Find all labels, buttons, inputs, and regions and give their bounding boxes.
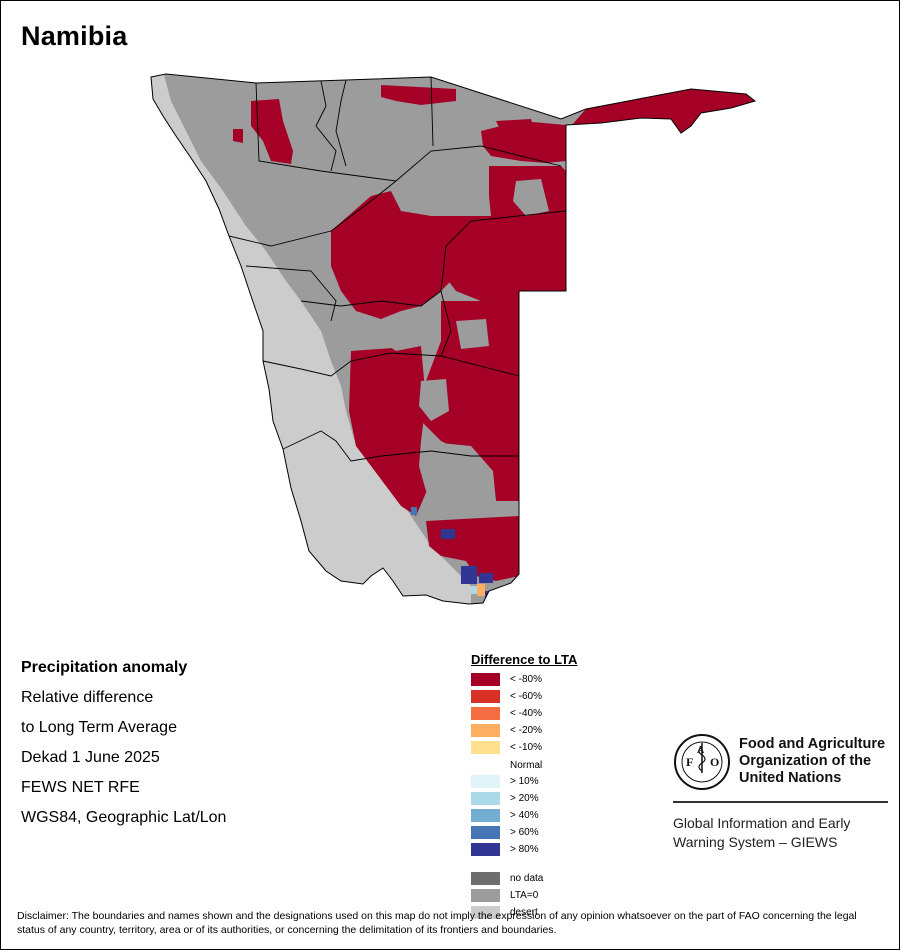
legend-label: < -20% bbox=[510, 724, 542, 736]
legend-swatch bbox=[471, 706, 500, 720]
svg-text:F: F bbox=[686, 755, 693, 769]
disclaimer: Disclaimer: The boundaries and names sho… bbox=[17, 910, 857, 936]
giews-name: Global Information and Early Warning Sys… bbox=[673, 814, 850, 852]
legend-label: LTA=0 bbox=[510, 889, 539, 901]
info-line: to Long Term Average bbox=[21, 719, 177, 736]
country-border bbox=[150, 73, 757, 605]
legend-item: < -20% bbox=[471, 723, 542, 737]
legend-item: > 60% bbox=[471, 825, 539, 839]
legend-label: < -40% bbox=[510, 707, 542, 719]
legend-swatch bbox=[471, 758, 500, 772]
map-info: Precipitation anomaly Relative differenc… bbox=[21, 657, 226, 837]
lta-zero-patches bbox=[381, 179, 549, 511]
legend-swatch bbox=[471, 888, 500, 902]
giews-line: Global Information and Early bbox=[673, 815, 851, 831]
info-line: Relative difference bbox=[21, 689, 154, 706]
legend-item: LTA=0 bbox=[471, 888, 538, 902]
legend-swatch bbox=[471, 672, 500, 686]
legend-label: no data bbox=[510, 872, 544, 884]
info-date: Dekad 1 June 2025 bbox=[21, 749, 160, 766]
legend-item: < -10% bbox=[471, 740, 542, 754]
legend-swatch bbox=[471, 842, 500, 856]
fao-logo-text: A bbox=[697, 745, 705, 756]
legend-title: Difference to LTA bbox=[471, 652, 578, 667]
divider bbox=[673, 801, 888, 803]
fao-name-line: Organization of the bbox=[739, 753, 872, 769]
fao-name-line: Food and Agriculture bbox=[739, 736, 886, 752]
legend-swatch bbox=[471, 774, 500, 788]
info-source: FEWS NET RFE bbox=[21, 779, 140, 796]
legend-item: < -60% bbox=[471, 689, 542, 703]
info-projection: WGS84, Geographic Lat/Lon bbox=[21, 809, 227, 826]
legend-swatch bbox=[471, 808, 500, 822]
legend-swatch bbox=[471, 740, 500, 754]
legend-item: desert bbox=[471, 905, 538, 919]
legend-item: Normal bbox=[471, 758, 542, 772]
fao-name-line: United Nations bbox=[739, 770, 842, 786]
legend-label: > 10% bbox=[510, 775, 539, 787]
legend-label: > 60% bbox=[510, 826, 539, 838]
legend-label: desert bbox=[510, 906, 538, 918]
fao-name: Food and Agriculture Organization of the… bbox=[739, 736, 885, 787]
fao-logo-icon: F A O bbox=[674, 734, 730, 790]
info-title: Precipitation anomaly bbox=[21, 659, 188, 676]
region-boundaries bbox=[228, 76, 567, 462]
legend-item: > 40% bbox=[471, 808, 539, 822]
legend-item: > 80% bbox=[471, 842, 539, 856]
legend-label: > 40% bbox=[510, 809, 539, 821]
legend-swatch bbox=[471, 905, 500, 919]
legend-item: > 20% bbox=[471, 791, 539, 805]
map-title: Namibia bbox=[21, 21, 128, 51]
legend-item: no data bbox=[471, 871, 543, 885]
legend-label: < -80% bbox=[510, 673, 542, 685]
legend-swatch bbox=[471, 825, 500, 839]
wet-areas bbox=[411, 507, 493, 599]
legend-swatch bbox=[471, 689, 500, 703]
legend-swatch bbox=[471, 871, 500, 885]
svg-text:O: O bbox=[710, 755, 719, 769]
giews-line: Warning System – GIEWS bbox=[673, 834, 838, 850]
legend-item: < -80% bbox=[471, 672, 542, 686]
legend-swatch bbox=[471, 723, 500, 737]
legend-item: > 10% bbox=[471, 774, 539, 788]
legend: Difference to LTA < -80% < -60% < -40% < -2… bbox=[471, 652, 578, 919]
legend-label: Normal bbox=[510, 759, 543, 771]
legend-label: > 20% bbox=[510, 792, 539, 804]
legend-label: < -60% bbox=[510, 690, 542, 702]
namibia-map bbox=[150, 73, 757, 605]
legend-swatch bbox=[471, 791, 500, 805]
legend-item: < -40% bbox=[471, 706, 542, 720]
legend-label: > 80% bbox=[510, 843, 539, 855]
legend-label: < -10% bbox=[510, 741, 542, 753]
